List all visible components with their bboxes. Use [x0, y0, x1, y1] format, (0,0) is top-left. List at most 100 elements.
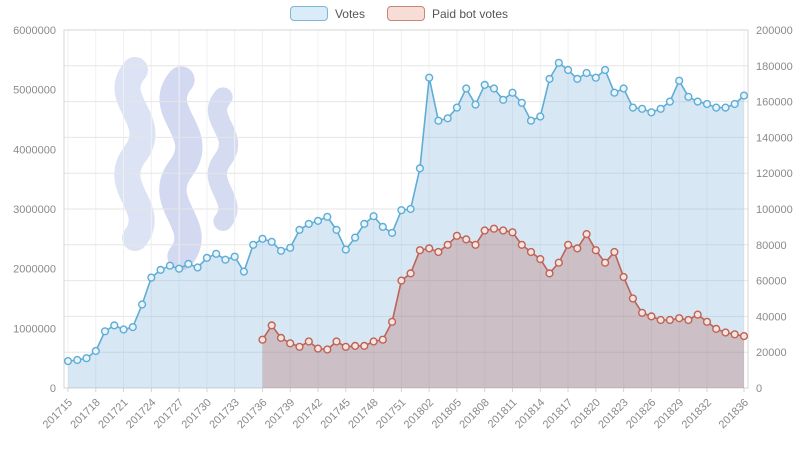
votes-point[interactable] [712, 103, 721, 112]
votes-point[interactable] [702, 99, 712, 109]
paid-bot-votes-point[interactable] [517, 240, 526, 249]
votes-point[interactable] [406, 204, 415, 214]
votes-point[interactable] [554, 58, 563, 67]
paid-bot-votes-point[interactable] [526, 247, 536, 257]
votes-point[interactable] [637, 104, 647, 113]
votes-point[interactable] [489, 84, 499, 93]
paid-bot-votes-point[interactable] [378, 335, 387, 344]
paid-bot-votes-point[interactable] [286, 339, 295, 348]
votes-point[interactable] [452, 103, 462, 112]
paid-bot-votes-point[interactable] [573, 244, 582, 253]
paid-bot-votes-point[interactable] [591, 246, 600, 255]
paid-bot-votes-point[interactable] [721, 328, 730, 337]
votes-point[interactable] [443, 114, 452, 123]
votes-point[interactable] [267, 237, 276, 246]
legend-item-votes[interactable]: Votes [289, 6, 365, 21]
votes-point[interactable] [156, 265, 165, 275]
votes-points[interactable] [63, 58, 749, 366]
votes-point[interactable] [369, 212, 378, 221]
votes-point[interactable] [415, 164, 425, 173]
votes-point[interactable] [656, 104, 665, 113]
votes-point[interactable] [276, 246, 286, 255]
paid-bot-votes-points[interactable] [258, 224, 749, 354]
paid-bot-votes-point[interactable] [471, 240, 480, 249]
votes-point[interactable] [258, 234, 267, 243]
votes-point[interactable] [665, 97, 675, 106]
votes-point[interactable] [517, 98, 526, 107]
votes-point[interactable] [221, 255, 230, 264]
votes-point[interactable] [91, 346, 100, 356]
paid-bot-votes-point[interactable] [351, 341, 360, 351]
paid-bot-votes-point[interactable] [702, 317, 712, 326]
paid-bot-votes-point[interactable] [582, 230, 591, 239]
paid-bot-votes-point[interactable] [536, 255, 545, 264]
votes-point[interactable] [332, 225, 341, 235]
votes-point[interactable] [63, 357, 73, 366]
votes-point[interactable] [499, 95, 508, 104]
votes-point[interactable] [647, 108, 656, 117]
paid-bot-votes-point[interactable] [637, 308, 647, 317]
votes-point[interactable] [508, 88, 517, 97]
votes-point[interactable] [675, 76, 684, 85]
legend-item-paid-bot-votes[interactable]: Paid bot votes [386, 6, 508, 21]
paid-bot-votes-point[interactable] [341, 342, 350, 351]
votes-point[interactable] [100, 327, 110, 336]
votes-point[interactable] [397, 206, 406, 215]
paid-bot-votes-point[interactable] [276, 333, 286, 343]
paid-bot-votes-point[interactable] [684, 315, 693, 325]
votes-point[interactable] [193, 263, 202, 272]
paid-bot-votes-point[interactable] [656, 315, 665, 325]
paid-bot-votes-point[interactable] [397, 276, 406, 285]
paid-bot-votes-point[interactable] [554, 258, 563, 267]
votes-point[interactable] [582, 68, 591, 78]
paid-bot-votes-point[interactable] [665, 315, 675, 325]
votes-point[interactable] [480, 80, 489, 90]
votes-point[interactable] [471, 100, 480, 109]
votes-point[interactable] [351, 233, 360, 242]
paid-bot-votes-point[interactable] [693, 310, 702, 319]
votes-point[interactable] [304, 219, 313, 229]
paid-bot-votes-point[interactable] [415, 246, 425, 255]
votes-point[interactable] [202, 253, 212, 263]
paid-bot-votes-point[interactable] [425, 244, 434, 253]
paid-bot-votes-point[interactable] [323, 345, 332, 354]
votes-point[interactable] [323, 212, 332, 221]
votes-point[interactable] [341, 245, 350, 254]
votes-point[interactable] [73, 355, 82, 365]
votes-point[interactable] [600, 65, 610, 75]
votes-point[interactable] [119, 325, 128, 334]
votes-point[interactable] [388, 228, 397, 238]
votes-point[interactable] [295, 225, 304, 235]
votes-point[interactable] [128, 323, 137, 332]
paid-bot-votes-point[interactable] [332, 337, 341, 346]
paid-bot-votes-point[interactable] [675, 314, 684, 323]
votes-point[interactable] [739, 91, 749, 100]
paid-bot-votes-point[interactable] [462, 235, 471, 244]
paid-bot-votes-point[interactable] [313, 344, 323, 353]
paid-bot-votes-point[interactable] [360, 341, 369, 351]
votes-point[interactable] [573, 74, 582, 84]
paid-bot-votes-point[interactable] [610, 247, 619, 257]
paid-bot-votes-point[interactable] [628, 294, 638, 303]
votes-point[interactable] [610, 88, 619, 97]
votes-point[interactable] [175, 264, 184, 273]
paid-bot-votes-point[interactable] [369, 337, 378, 346]
paid-bot-votes-point[interactable] [730, 330, 739, 339]
votes-point[interactable] [165, 261, 175, 270]
votes-point[interactable] [360, 219, 369, 229]
votes-point[interactable] [425, 73, 434, 82]
votes-point[interactable] [536, 112, 545, 121]
paid-bot-votes-point[interactable] [499, 226, 508, 235]
paid-bot-votes-point[interactable] [295, 342, 304, 351]
paid-bot-votes-point[interactable] [600, 258, 610, 267]
votes-point[interactable] [110, 321, 119, 330]
votes-point[interactable] [462, 84, 471, 93]
votes-point[interactable] [591, 73, 600, 82]
votes-point[interactable] [249, 240, 258, 249]
votes-point[interactable] [619, 84, 628, 93]
votes-point[interactable] [693, 97, 702, 106]
paid-bot-votes-point[interactable] [563, 240, 573, 249]
paid-bot-votes-point[interactable] [739, 332, 749, 341]
paid-bot-votes-point[interactable] [712, 324, 721, 334]
votes-point[interactable] [526, 116, 536, 125]
